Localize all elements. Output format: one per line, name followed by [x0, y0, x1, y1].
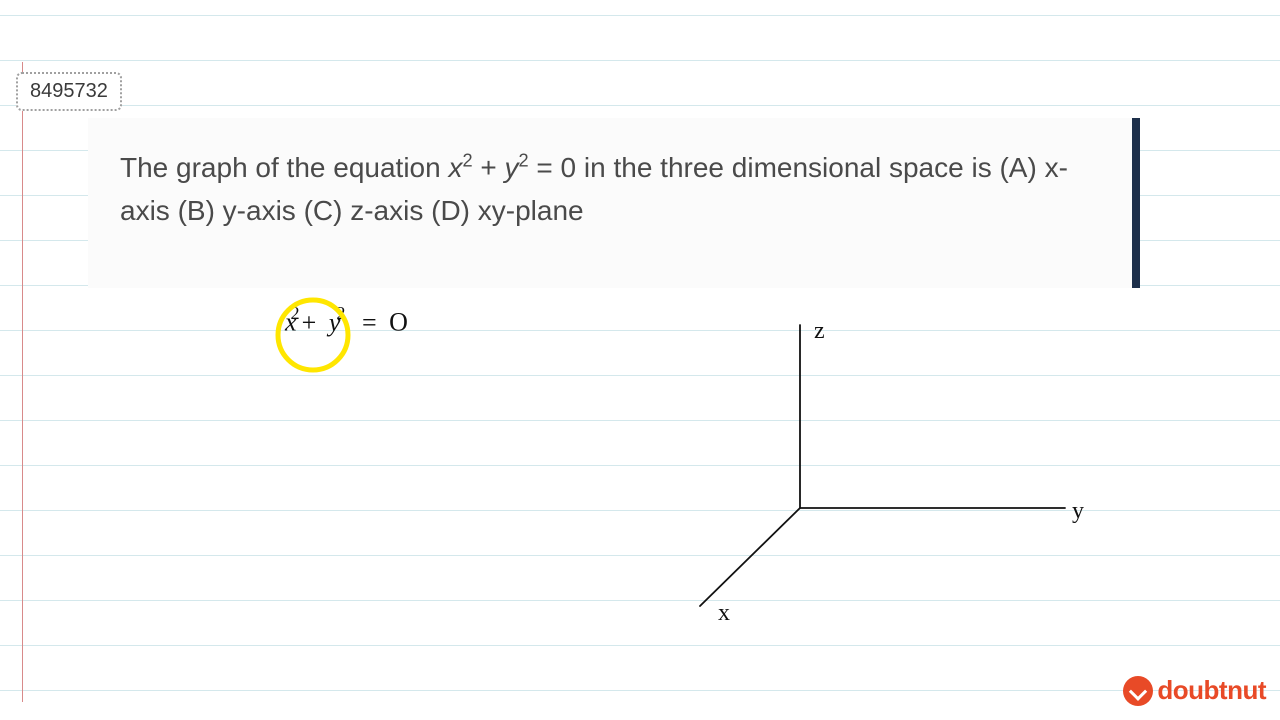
- axis-label-z: z: [814, 318, 825, 345]
- question-block: The graph of the equation x2 + y2 = 0 in…: [88, 118, 1140, 288]
- question-part1: The graph of the equation: [120, 152, 448, 183]
- hw-xexp: 2: [291, 303, 300, 323]
- doubtnut-logo: doubtnut: [1123, 675, 1266, 706]
- ruled-paper-background: [0, 0, 1280, 720]
- eq-exp2: 2: [519, 151, 529, 171]
- question-id-value: 8495732: [30, 80, 108, 102]
- logo-play-icon: [1117, 669, 1159, 711]
- eq-var1: x: [448, 152, 462, 183]
- eq-rhs: = 0: [529, 152, 576, 183]
- axis-label-x: x: [718, 600, 730, 627]
- eq-exp1: 2: [462, 151, 472, 171]
- eq-op: +: [473, 152, 505, 183]
- question-text: The graph of the equation x2 + y2 = 0 in…: [120, 146, 1102, 233]
- logo-text: doubtnut: [1157, 675, 1266, 706]
- hw-plus: +: [302, 308, 317, 337]
- axis-label-y: y: [1072, 498, 1084, 525]
- hw-yexp: 2: [336, 303, 345, 323]
- hw-zero: O: [389, 308, 408, 337]
- handwritten-equation: x2+ y2 = O: [285, 305, 408, 338]
- eq-var2: y: [505, 152, 519, 183]
- margin-rule-line: [22, 62, 23, 702]
- question-id-box: 8495732: [16, 72, 122, 111]
- hw-eq: =: [362, 308, 377, 337]
